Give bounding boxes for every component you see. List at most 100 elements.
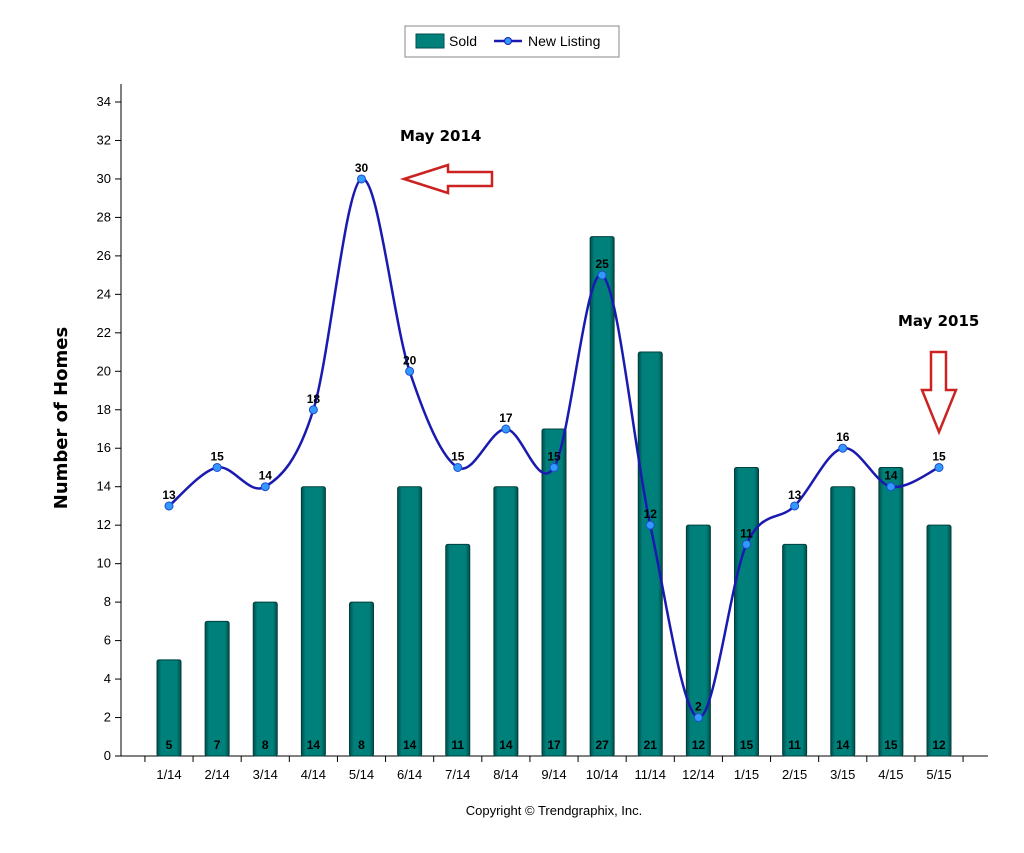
bar-sold (493, 486, 519, 757)
x-tick-label: 1/14 (156, 767, 181, 782)
y-tick-label: 6 (104, 633, 111, 648)
point-new-listing (693, 713, 703, 723)
down-arrow-icon (920, 350, 958, 436)
x-tick-label: 5/14 (349, 767, 374, 782)
bar-value-label: 27 (595, 738, 609, 752)
y-tick-label: 16 (97, 440, 111, 455)
point-value-label: 11 (740, 526, 753, 540)
y-tick-label: 12 (97, 517, 111, 532)
bars-sold (156, 236, 952, 757)
legend-swatch-sold (415, 33, 445, 49)
bar-value-label: 8 (358, 738, 365, 752)
point-new-listing (405, 366, 415, 376)
point-value-label: 15 (547, 449, 561, 463)
bar-value-label: 15 (740, 738, 754, 752)
point-value-label: 15 (210, 449, 224, 463)
bar-sold (349, 601, 374, 757)
bar-sold (445, 543, 471, 757)
left-arrow-icon (399, 163, 494, 195)
y-tick-label: 34 (97, 94, 111, 109)
point-value-label: 12 (644, 507, 658, 521)
point-new-listing (886, 482, 896, 492)
y-tick-label: 20 (97, 363, 111, 378)
x-tick-label: 6/14 (397, 767, 422, 782)
x-tick-label: 3/15 (830, 767, 855, 782)
y-tick-label: 24 (97, 286, 111, 301)
bar-sold (734, 466, 759, 757)
point-value-label: 14 (259, 469, 273, 483)
point-new-listing (357, 174, 366, 184)
bar-sold (878, 466, 904, 757)
y-tick-label: 18 (97, 402, 111, 417)
x-tick-label: 11/14 (634, 767, 666, 782)
bar-sold (300, 486, 326, 757)
x-tick-label: 12/14 (682, 767, 715, 782)
bar-value-label: 21 (644, 738, 658, 752)
bar-labels-sold: 5 7 8 14 8 14 11 14 17 27 21 12 15 11 14 15 12 (166, 738, 946, 752)
y-tick-label: 4 (104, 671, 111, 686)
x-tick-label: 2/15 (782, 767, 807, 782)
annotation-may-2014: May 2014 (399, 127, 494, 195)
point-new-listing (645, 520, 655, 530)
point-value-label: 14 (884, 469, 898, 483)
point-value-label: 17 (499, 411, 513, 425)
bar-value-label: 17 (547, 738, 561, 752)
x-tick-label: 3/14 (253, 767, 278, 782)
annotation-may-2015: May 2015 (898, 312, 979, 436)
x-tick-label: 7/14 (445, 767, 470, 782)
bar-sold (252, 601, 278, 757)
point-new-listing (549, 462, 559, 472)
legend: Sold New Listing (404, 25, 620, 58)
copyright-text: Copyright © Trendgraphix, Inc. (466, 803, 643, 818)
point-value-label: 30 (355, 161, 369, 175)
point-value-label: 2 (695, 700, 702, 714)
bar-value-label: 7 (214, 738, 221, 752)
y-tick-label: 14 (97, 479, 111, 494)
bar-value-label: 8 (262, 738, 269, 752)
bar-sold (589, 236, 615, 757)
x-tick-label: 1/15 (734, 767, 759, 782)
bar-sold (156, 659, 182, 757)
y-tick-label: 32 (97, 132, 111, 147)
bar-value-label: 11 (788, 738, 801, 752)
point-value-label: 25 (595, 257, 609, 271)
y-axis-title: Number of Homes (51, 327, 72, 509)
legend-label-sold: Sold (449, 33, 477, 49)
bar-value-label: 14 (499, 738, 513, 752)
point-new-listing (742, 539, 751, 549)
x-tick-label: 8/14 (493, 767, 518, 782)
bar-sold (637, 351, 663, 757)
annotation-label-may-2015: May 2015 (898, 312, 979, 330)
x-tick-label: 10/14 (586, 767, 619, 782)
bar-value-label: 14 (307, 738, 321, 752)
point-value-label: 13 (788, 488, 802, 502)
y-tick-label: 2 (104, 710, 111, 725)
y-tick-label: 8 (104, 594, 111, 609)
points-new-listing (164, 174, 944, 723)
bar-value-label: 14 (403, 738, 417, 752)
bar-sold (204, 620, 230, 757)
point-new-listing (212, 462, 222, 472)
point-value-label: 15 (932, 449, 946, 463)
bar-sold (782, 543, 808, 757)
point-new-listing (501, 424, 511, 434)
y-tick-label: 22 (97, 325, 111, 340)
y-tick-label: 30 (97, 171, 111, 186)
bar-sold (541, 428, 567, 757)
x-tick-label: 4/15 (878, 767, 903, 782)
bar-value-label: 11 (451, 738, 464, 752)
y-tick-label: 28 (97, 209, 111, 224)
point-new-listing (934, 462, 944, 472)
y-tick-label: 0 (104, 748, 111, 763)
point-new-listing (453, 462, 463, 472)
bar-value-label: 5 (166, 738, 173, 752)
point-labels-new-listing: 13 15 14 18 30 20 15 17 15 25 12 2 11 13 16 14 15 (162, 161, 946, 714)
x-tick-label: 4/14 (301, 767, 326, 782)
bar-sold (926, 524, 952, 757)
y-tick-label: 26 (97, 248, 111, 263)
bar-sold (830, 486, 856, 757)
point-new-listing (260, 482, 270, 492)
point-new-listing (838, 443, 848, 453)
point-new-listing (597, 270, 607, 280)
legend-marker-new-listing (504, 37, 512, 45)
